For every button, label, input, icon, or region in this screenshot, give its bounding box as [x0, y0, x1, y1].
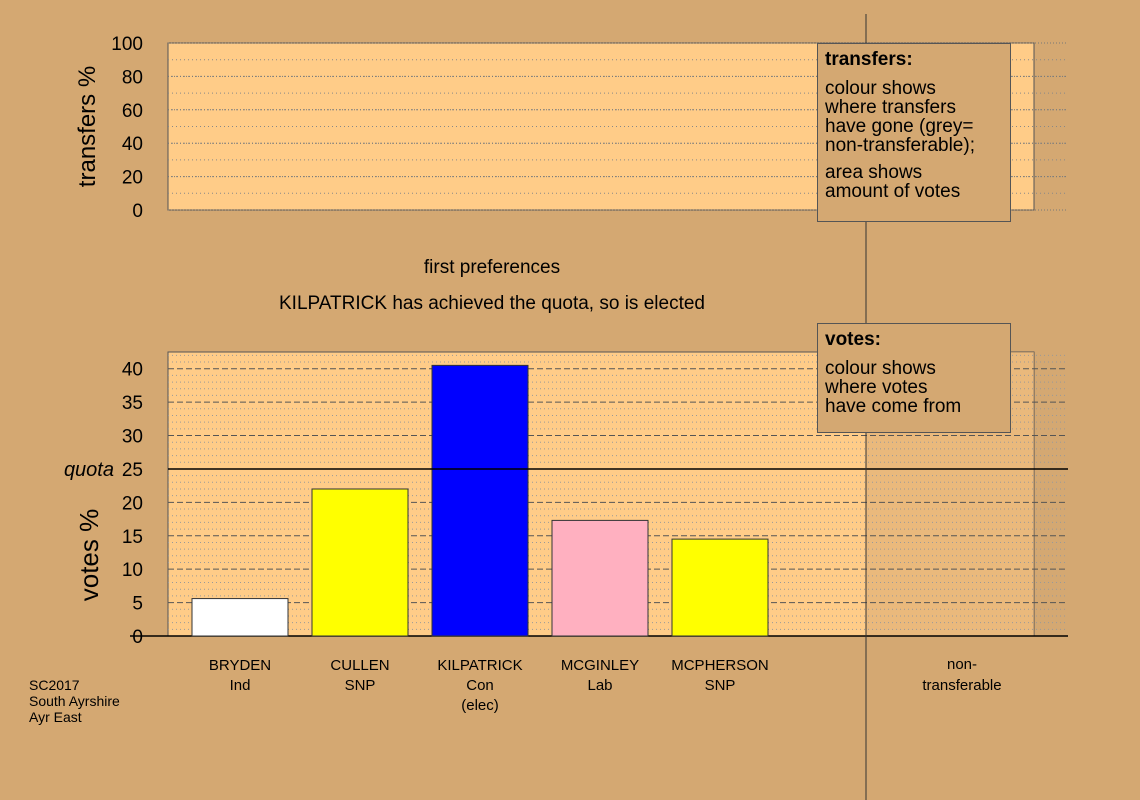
- votes-tick-label: 40: [122, 360, 143, 381]
- party-label: Con: [466, 677, 494, 694]
- candidate-label: MCPHERSON: [671, 657, 769, 674]
- ward-name: Ayr East: [29, 709, 82, 725]
- transfers-legend: transfers: colour shows where transfers …: [817, 43, 1011, 222]
- candidate-label: CULLEN: [330, 657, 389, 674]
- transfers-axis-label: transfers %: [74, 66, 101, 187]
- party-label: Lab: [587, 677, 612, 694]
- votes-tick-label: 15: [122, 527, 143, 548]
- transfers-tick-label: 100: [111, 34, 143, 55]
- party-label: SNP: [345, 677, 376, 694]
- transfers-legend-line: where transfers: [825, 97, 956, 118]
- nontransferable-label: transferable: [922, 677, 1001, 694]
- transfers-tick-label: 80: [122, 67, 143, 88]
- votes-tick-label: 20: [122, 493, 143, 514]
- quota-label: quota: [64, 459, 114, 481]
- bar-bryden: [191, 598, 289, 637]
- bar-mcpherson: [671, 538, 769, 637]
- nontransferable-label: non-: [947, 656, 977, 673]
- transfers-tick-label: 0: [132, 201, 143, 222]
- votes-legend-line: have come from: [825, 396, 962, 417]
- candidate-label: BRYDEN: [209, 657, 271, 674]
- transfers-legend-line: amount of votes: [825, 181, 961, 202]
- transfers-tick-label: 40: [122, 134, 143, 155]
- ward-footer: SC2017 South Ayrshire Ayr East: [29, 677, 120, 725]
- votes-legend: votes: colour shows where votes have com…: [817, 323, 1011, 433]
- votes-tick-label: 35: [122, 393, 143, 414]
- transfers-legend-line: non-transferable);: [825, 135, 975, 156]
- candidate-label: KILPATRICK: [437, 657, 522, 674]
- transfers-legend-line: have gone (grey=: [825, 116, 974, 137]
- transfers-legend-title: transfers:: [825, 49, 913, 70]
- votes-tick-label: 10: [122, 560, 143, 581]
- votes-axis-label: votes %: [74, 509, 104, 602]
- bar-kilpatrick: [431, 364, 529, 637]
- votes-legend-title: votes:: [825, 329, 881, 350]
- votes-tick-label: 0: [132, 627, 143, 648]
- votes-tick-label: 30: [122, 427, 143, 448]
- elected-note: (elec): [461, 697, 499, 714]
- council-name: South Ayrshire: [29, 693, 120, 709]
- transfers-tick-label: 60: [122, 101, 143, 122]
- transfers-tick-label: 20: [122, 168, 143, 189]
- candidate-label: MCGINLEY: [561, 657, 639, 674]
- votes-legend-line: colour shows: [825, 358, 936, 379]
- bar-mcginley: [551, 519, 649, 637]
- votes-tick-label: 25: [122, 460, 143, 481]
- transfers-legend-line: area shows: [825, 162, 923, 183]
- transfers-legend-line: colour shows: [825, 78, 936, 99]
- party-label: Ind: [230, 677, 251, 694]
- votes-tick-label: 5: [132, 594, 143, 615]
- party-label: SNP: [705, 677, 736, 694]
- bar-cullen: [311, 488, 409, 637]
- status-text: KILPATRICK has achieved the quota, so is…: [279, 293, 705, 314]
- stage-title: first preferences: [424, 257, 560, 278]
- votes-legend-line: where votes: [825, 377, 928, 398]
- election-code: SC2017: [29, 677, 80, 693]
